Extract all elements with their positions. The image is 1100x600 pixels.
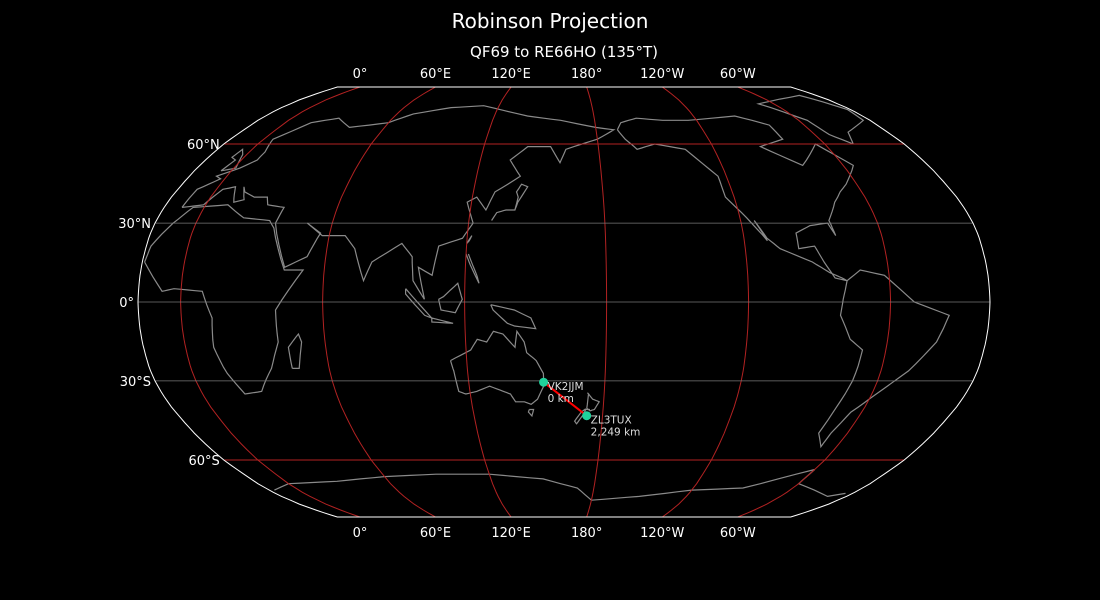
coastline — [466, 235, 473, 244]
top-lon-tick-label: 180° — [571, 67, 602, 82]
top-lon-tick-label: 60°W — [720, 67, 756, 82]
top-lon-tick-label: 120°E — [491, 67, 531, 82]
coastline — [220, 148, 244, 172]
bottom-lon-tick-label: 60°W — [720, 526, 756, 541]
coastline — [491, 183, 529, 221]
lat-tick-label: 60°N — [187, 138, 220, 153]
map-title: Robinson Projection — [451, 9, 649, 33]
station-call-label: ZL3TUX — [591, 415, 632, 427]
coastline — [616, 115, 855, 282]
map-subtitle: QF69 to RE66HO (135°T) — [470, 43, 658, 61]
map-outline — [137, 86, 991, 518]
lat-tick-label: 60°S — [188, 454, 219, 469]
station-distance-label: 0 km — [548, 393, 574, 405]
coastline — [431, 317, 454, 324]
coastline — [756, 94, 865, 145]
station-call-label: VK2JJM — [548, 381, 584, 393]
bottom-lon-tick-label: 120°W — [640, 526, 684, 541]
coastline — [274, 473, 592, 501]
bottom-lon-tick-label: 120°E — [491, 526, 531, 541]
coastline — [527, 408, 535, 418]
great-circle-path — [542, 381, 588, 417]
lat-tick-label: 30°S — [120, 375, 151, 390]
coastline — [490, 304, 537, 330]
coastline — [287, 332, 303, 369]
coastline — [465, 253, 480, 284]
bottom-lon-tick-label: 60°E — [420, 526, 451, 541]
coastline — [144, 204, 305, 395]
bottom-lon-tick-label: 180° — [571, 526, 602, 541]
lat-tick-label: 0° — [119, 296, 134, 311]
top-lon-tick-label: 0° — [353, 67, 368, 82]
coastline — [586, 392, 601, 412]
graticule — [138, 87, 990, 517]
coastline — [438, 282, 463, 314]
coastlines — [144, 94, 951, 501]
tick-labels: 0° 0° 60°E 60°E 120°E 120°E 180° 180° 120°W 120°W… — [118, 67, 756, 541]
coastline — [405, 288, 433, 319]
top-lon-tick-label: 120°W — [640, 67, 684, 82]
lat-tick-label: 30°N — [118, 217, 151, 232]
coastline — [449, 329, 545, 405]
station-distance-label: 2,249 km — [591, 427, 641, 439]
coastline — [181, 105, 616, 300]
coastline — [591, 468, 846, 501]
station-marker[interactable] — [539, 377, 549, 387]
top-lon-tick-label: 60°E — [420, 67, 451, 82]
station-marker[interactable] — [582, 411, 592, 421]
bottom-lon-tick-label: 0° — [353, 526, 368, 541]
